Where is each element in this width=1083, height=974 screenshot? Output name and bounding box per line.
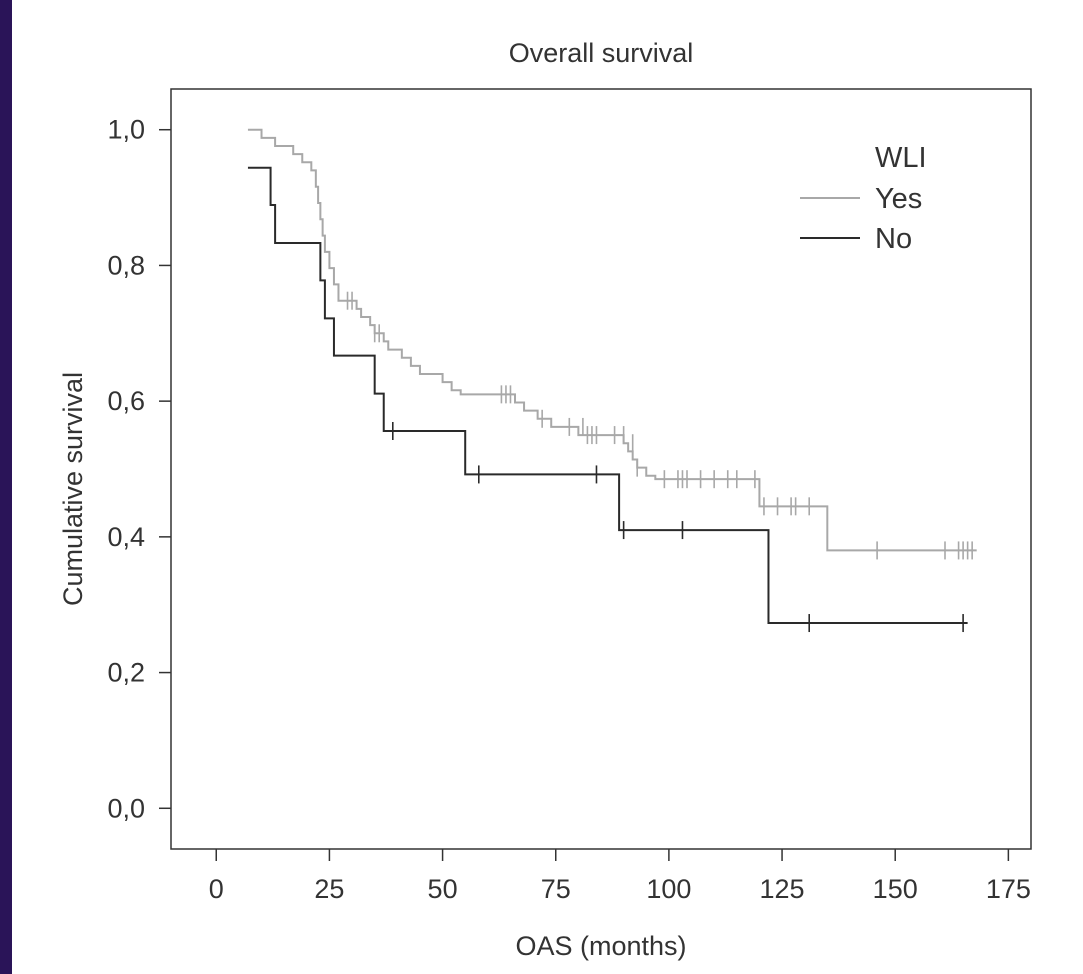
x-tick-label: 75 [541,874,571,904]
series-line-no [247,166,968,625]
chart-title: Overall survival [509,38,694,68]
plot-frame [170,88,1032,850]
y-tick-label: 0,8 [107,250,145,280]
x-tick-label: 0 [209,874,224,904]
x-axis: 0 25 50 75 100 125 150 175 [209,849,1031,904]
series-layer [247,128,977,633]
legend-label-no: No [875,223,912,255]
legend-title: WLI [875,142,927,174]
y-tick-label: 0,4 [107,522,145,552]
y-tick-label: 0,2 [107,658,145,688]
legend: WLI Yes No [800,142,927,255]
x-axis-label: OAS (months) [515,931,686,961]
y-axis-label: Cumulative survival [58,372,88,606]
series-no [247,166,968,633]
x-tick-label: 50 [428,874,458,904]
series-yes [247,128,977,560]
y-axis: 0,0 0,2 0,4 0,6 0,8 1,0 [107,115,171,823]
x-tick-label: 100 [646,874,691,904]
y-tick-label: 1,0 [107,115,145,145]
survival-chart: Overall survival 0 25 50 75 100 125 150 175 0,0… [58,38,1032,961]
y-tick-label: 0,0 [107,793,145,823]
chart-panel: Overall survival 0 25 50 75 100 125 150 175 0,0… [12,0,1083,974]
x-tick-label: 150 [873,874,918,904]
x-tick-label: 25 [314,874,344,904]
y-tick-label: 0,6 [107,386,145,416]
legend-label-yes: Yes [875,183,922,215]
x-tick-label: 125 [760,874,805,904]
x-tick-label: 175 [986,874,1031,904]
series-line-yes [247,128,977,552]
